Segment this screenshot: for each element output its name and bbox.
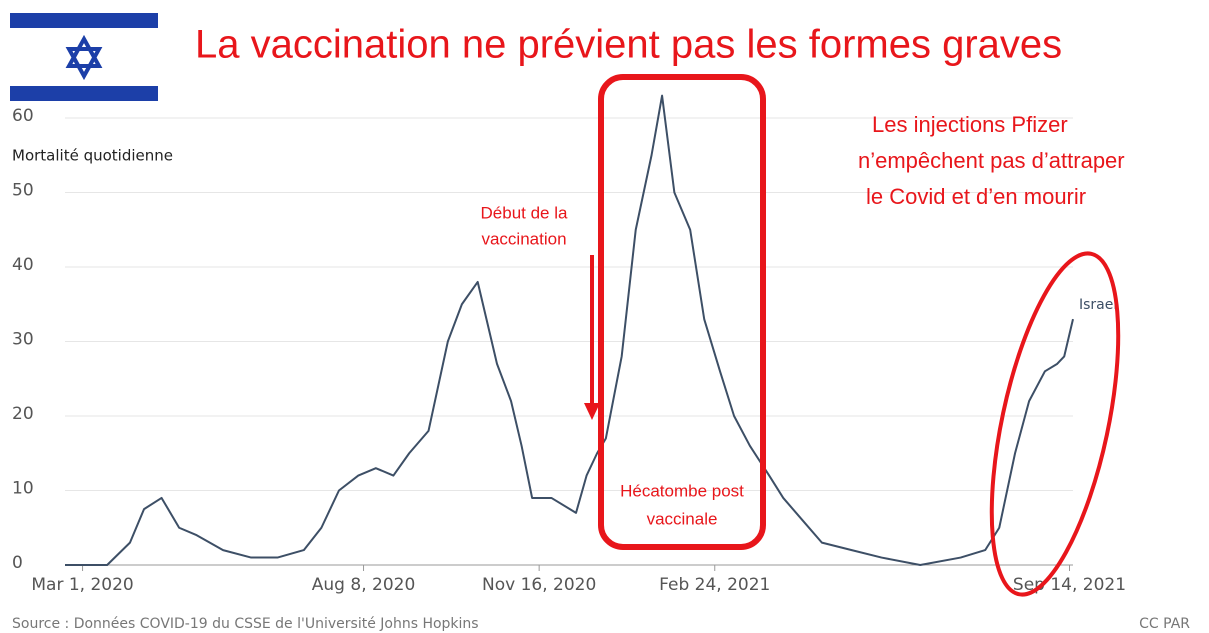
credit: CC PAR [1139,616,1190,632]
series-line [65,94,1074,566]
x-tick-label: Nov 16, 2020 [482,575,596,595]
y-axis-label: Mortalité quotidienne [12,147,173,165]
x-tick-label: Aug 8, 2020 [312,575,416,595]
series-label: Israel [1079,297,1117,313]
highlight-ellipse [989,251,1121,597]
y-tick-label: 20 [12,404,34,424]
x-tick-label: Sep 14, 2021 [1013,575,1126,595]
y-tick-label: 60 [12,106,34,126]
chart-title: La vaccination ne prévient pas les forme… [195,23,1062,67]
y-tick-label: 50 [12,181,34,201]
annotation: n’empêchent pas d’attraper [858,148,1125,173]
annotations: Début de la vaccination Les injections P… [481,74,1125,597]
annotation: vaccination [481,229,566,248]
y-tick-label: 0 [12,553,23,573]
y-tick-label: 10 [12,479,34,499]
y-tick-label: 40 [12,255,34,275]
x-tick-label: Mar 1, 2020 [31,575,133,595]
annotation: Début de la [481,203,568,222]
annotation: le Covid et d’en mourir [866,184,1086,209]
grid: 0 10 20 30 40 50 60 Mar 1, 2020 Aug 8, 2020 Nov 1… [12,106,1126,595]
source: Source : Données COVID-19 du CSSE de l'U… [12,616,479,632]
annotation: vaccinale [647,509,718,528]
flag [10,13,158,101]
annotation: Les injections Pfizer [872,112,1068,137]
arrow-head [584,403,600,420]
y-tick-label: 30 [12,330,34,350]
annotation: Hécatombe post [620,481,744,500]
plot: Israel [65,94,1117,566]
highlight-box [598,74,766,550]
x-tick-label: Feb 24, 2021 [659,575,770,595]
